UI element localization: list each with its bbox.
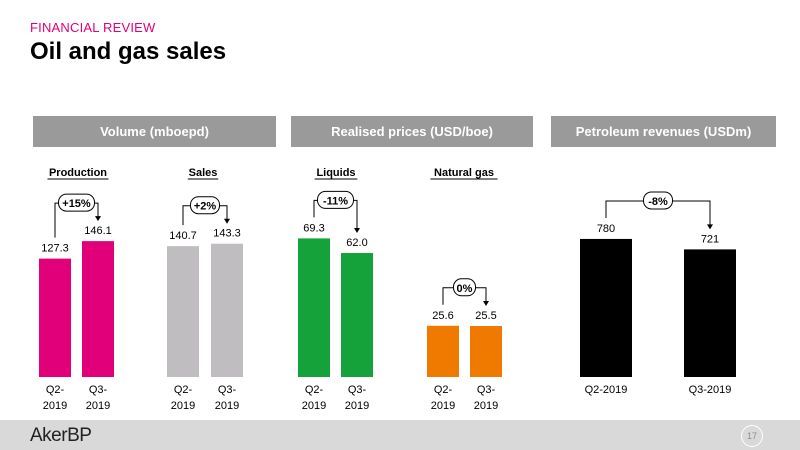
- bar: [298, 238, 330, 377]
- bar-value-label: 25.6: [432, 310, 453, 322]
- bar: [684, 249, 736, 377]
- panel-header-volume: Volume (mboepd): [33, 116, 276, 147]
- x-tick-label: Q3-2019: [689, 384, 732, 396]
- panel-header-revenues: Petroleum revenues (USDm): [551, 116, 776, 147]
- x-tick-label: Q3-: [89, 384, 108, 396]
- change-label: +15%: [62, 198, 91, 210]
- page-title: Oil and gas sales: [30, 38, 227, 65]
- group-label: Production: [49, 167, 107, 179]
- panel-title: Realised prices (USD/boe): [331, 124, 493, 139]
- panel-title: Petroleum revenues (USDm): [575, 124, 752, 139]
- change-arrowhead: [354, 228, 360, 233]
- bar: [82, 241, 114, 377]
- bar-value-label: 62.0: [346, 237, 367, 249]
- change-pill: [58, 193, 95, 212]
- change-arrowhead: [224, 218, 230, 224]
- bar: [167, 246, 199, 377]
- x-tick-label: 2019: [215, 400, 239, 412]
- x-tick-label: 2019: [474, 400, 498, 412]
- bar-value-label: 721: [701, 233, 719, 245]
- section-label: FINANCIAL REVIEW: [30, 20, 156, 35]
- x-tick-label: 2019: [171, 400, 195, 412]
- change-arrowhead: [483, 301, 489, 306]
- company-logo: AkerBP: [30, 425, 92, 446]
- group-label: Sales: [189, 167, 218, 179]
- bar-value-label: 146.1: [84, 225, 112, 237]
- x-tick-label: Q2-: [46, 384, 65, 396]
- change-arrowhead: [707, 224, 713, 230]
- bar: [39, 258, 71, 377]
- change-pill: [317, 190, 354, 209]
- change-pill: [190, 196, 220, 215]
- panel-header-prices: Realised prices (USD/boe): [291, 116, 533, 147]
- bar-value-label: 127.3: [41, 243, 69, 255]
- change-label: -11%: [323, 195, 348, 207]
- bar: [211, 243, 243, 377]
- bar-value-label: 140.7: [169, 230, 197, 242]
- x-tick-label: Q2-: [305, 384, 324, 396]
- bar: [470, 326, 502, 377]
- x-tick-label: 2019: [43, 400, 67, 412]
- x-tick-label: 2019: [86, 400, 110, 412]
- group-label: Liquids: [316, 167, 355, 179]
- bar-value-label: 780: [597, 223, 615, 235]
- x-tick-label: Q2-: [434, 384, 453, 396]
- bar: [580, 238, 632, 377]
- bar: [341, 253, 373, 377]
- x-tick-label: 2019: [431, 400, 455, 412]
- bar: [427, 325, 459, 377]
- x-tick-label: Q3-: [477, 384, 496, 396]
- change-label: 0%: [457, 283, 473, 295]
- bar-value-label: 143.3: [213, 228, 241, 240]
- x-tick-label: Q3-: [348, 384, 367, 396]
- x-tick-label: 2019: [302, 400, 326, 412]
- change-pill: [453, 278, 476, 297]
- bar-value-label: 25.5: [475, 310, 496, 322]
- change-pill: [643, 191, 673, 210]
- page-number: 17: [741, 425, 763, 447]
- change-label: +2%: [194, 201, 217, 213]
- x-tick-label: Q2-: [174, 384, 193, 396]
- group-label: Natural gas: [434, 167, 494, 179]
- x-tick-label: Q3-: [218, 384, 237, 396]
- bar-charts: 127.3Q2-2019146.1Q3-2019Production+15%14…: [39, 167, 736, 412]
- x-tick-label: 2019: [345, 400, 369, 412]
- change-label: -8%: [648, 196, 668, 208]
- bar-value-label: 69.3: [303, 222, 324, 234]
- x-tick-label: Q2-2019: [585, 384, 628, 396]
- panel-title: Volume (mboepd): [100, 124, 209, 139]
- footer-bar: [0, 420, 800, 450]
- change-arrowhead: [95, 216, 101, 222]
